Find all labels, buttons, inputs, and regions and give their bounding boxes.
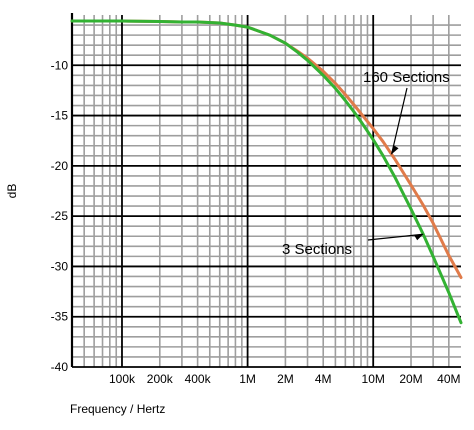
x-axis-title: Frequency / Hertz	[70, 402, 165, 416]
x-tick-label: 1M	[239, 372, 256, 386]
x-tick-label: 40M	[437, 372, 460, 386]
y-tick-label: -30	[51, 259, 69, 273]
annotation-arrowhead-160	[391, 145, 399, 155]
x-tick-label: 400k	[185, 372, 212, 386]
annotation-160-sections: 160 Sections	[363, 69, 450, 86]
annotation-leader-3	[367, 233, 424, 241]
annotations: 160 Sections 3 Sections	[282, 69, 450, 258]
annotation-3-sections: 3 Sections	[282, 241, 352, 258]
x-tick-label: 200k	[147, 372, 174, 386]
y-tick-label: -25	[51, 209, 69, 223]
y-tick-label: -10	[51, 58, 69, 72]
y-tick-label: -15	[51, 109, 69, 123]
x-tick-label: 4M	[315, 372, 332, 386]
x-tick-label: 2M	[277, 372, 294, 386]
x-tick-label: 10M	[362, 372, 385, 386]
series-line-3-sections	[70, 19, 463, 325]
x-tick-label: 20M	[399, 372, 422, 386]
y-tick-label: -35	[51, 310, 69, 324]
series	[70, 19, 463, 325]
annotation-leader-160	[390, 87, 408, 155]
y-axis-title: dB	[5, 184, 19, 199]
tick-labels: -10 -15 -20 -25 -30 -35 -40 100k 200k 400k 1M 2M 4M 1…	[51, 58, 461, 386]
y-tick-label: -40	[51, 360, 69, 374]
series-line-160-sections	[70, 19, 463, 279]
annotation-arrowhead-3	[414, 234, 424, 241]
y-tick-label: -20	[51, 159, 69, 173]
grid	[72, 15, 461, 368]
x-tick-label: 100k	[109, 372, 136, 386]
